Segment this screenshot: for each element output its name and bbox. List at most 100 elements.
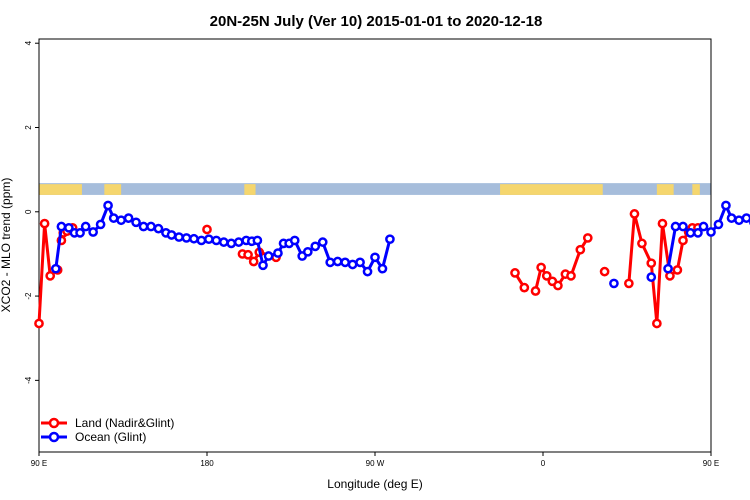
y-axis-label: XCO2 - MLO trend (ppm) bbox=[0, 178, 13, 313]
data-point bbox=[95, 219, 106, 230]
land-patch bbox=[104, 184, 122, 195]
data-point bbox=[138, 221, 149, 232]
data-point bbox=[582, 233, 593, 243]
data-point bbox=[325, 257, 336, 268]
series-ocean bbox=[50, 200, 750, 289]
data-point bbox=[56, 221, 67, 232]
data-point bbox=[116, 215, 126, 226]
land-patch bbox=[39, 184, 82, 195]
data-point bbox=[370, 252, 380, 263]
data-point bbox=[609, 278, 619, 289]
data-point bbox=[123, 213, 134, 223]
data-point bbox=[685, 228, 696, 238]
data-point bbox=[646, 258, 657, 269]
x-tick-label: 180 bbox=[200, 459, 214, 468]
data-point bbox=[39, 218, 50, 229]
data-point bbox=[599, 266, 610, 277]
data-point bbox=[553, 280, 563, 291]
data-point bbox=[698, 221, 709, 232]
data-point bbox=[646, 272, 657, 282]
data-point bbox=[196, 235, 207, 246]
data-point bbox=[713, 219, 724, 230]
data-point bbox=[88, 227, 98, 237]
data-point bbox=[385, 234, 395, 245]
land-patch bbox=[244, 184, 256, 195]
y-tick-label: -2 bbox=[24, 292, 33, 300]
data-point bbox=[536, 262, 546, 273]
data-point bbox=[362, 266, 373, 277]
data-point bbox=[80, 221, 91, 232]
data-point bbox=[211, 235, 222, 246]
y-tick-label: -4 bbox=[24, 376, 33, 384]
data-point bbox=[131, 217, 141, 228]
data-point bbox=[273, 248, 283, 258]
x-axis: 90 E 180 90 W 0 90 E bbox=[31, 452, 719, 468]
legend-land-marker bbox=[48, 417, 60, 429]
data-point bbox=[726, 213, 737, 223]
data-point bbox=[243, 249, 253, 260]
data-point bbox=[108, 213, 119, 223]
data-point bbox=[252, 235, 263, 246]
data-point bbox=[510, 268, 520, 278]
x-tick-label: 90 E bbox=[703, 459, 719, 468]
data-point bbox=[678, 235, 688, 246]
data-point bbox=[629, 209, 640, 219]
data-point bbox=[355, 257, 365, 268]
x-tick-label: 0 bbox=[541, 459, 546, 468]
chart-title: 20N-25N July (Ver 10) 2015-01-01 to 2020… bbox=[210, 13, 543, 30]
y-tick-label: 4 bbox=[24, 40, 33, 45]
data-point bbox=[248, 256, 259, 267]
data-point bbox=[64, 222, 74, 233]
data-point bbox=[310, 241, 321, 252]
land-patch bbox=[692, 184, 700, 195]
land-ocean-band bbox=[39, 183, 711, 195]
data-point bbox=[181, 233, 192, 243]
data-point bbox=[258, 260, 268, 271]
data-point bbox=[678, 221, 688, 232]
data-point bbox=[189, 233, 199, 244]
data-point bbox=[721, 200, 731, 211]
data-point bbox=[75, 228, 85, 238]
data-point bbox=[233, 237, 244, 247]
data-point bbox=[302, 246, 313, 257]
legend-ocean-label: Ocean (Glint) bbox=[75, 430, 146, 444]
x-tick-label: 90 W bbox=[366, 459, 385, 468]
data-point bbox=[670, 221, 681, 232]
data-point bbox=[672, 265, 683, 275]
data-point bbox=[624, 278, 634, 289]
data-point bbox=[50, 263, 61, 274]
data-point bbox=[317, 237, 328, 247]
data-point bbox=[204, 234, 214, 245]
data-point bbox=[174, 232, 184, 242]
x-tick-label: 90 E bbox=[31, 459, 47, 468]
data-point bbox=[541, 270, 552, 281]
data-point bbox=[332, 256, 343, 267]
ocean-band bbox=[39, 183, 711, 195]
data-point bbox=[289, 235, 300, 246]
legend-land-label: Land (Nadir&Glint) bbox=[75, 416, 174, 430]
x-axis-label: Longitude (deg E) bbox=[327, 477, 422, 491]
land-patch bbox=[656, 184, 674, 195]
data-point bbox=[637, 238, 647, 249]
data-point bbox=[202, 224, 212, 235]
data-point bbox=[103, 200, 113, 211]
y-tick-label: 2 bbox=[24, 125, 33, 130]
data-point bbox=[226, 238, 237, 249]
data-point bbox=[340, 257, 350, 268]
data-point bbox=[347, 259, 358, 270]
data-point bbox=[263, 251, 274, 261]
y-axis: 4 2 0 -2 -4 bbox=[24, 40, 39, 384]
data-point bbox=[146, 221, 156, 232]
land-patch bbox=[500, 184, 603, 195]
data-point bbox=[693, 228, 703, 238]
data-point bbox=[218, 237, 229, 247]
legend-ocean-marker bbox=[48, 431, 60, 443]
data-point bbox=[519, 282, 530, 293]
y-tick-label: 0 bbox=[24, 209, 33, 214]
data-point bbox=[530, 286, 541, 296]
data-point bbox=[166, 230, 177, 240]
data-point bbox=[652, 318, 662, 329]
plot-frame bbox=[38, 38, 712, 453]
data-point bbox=[45, 270, 56, 281]
